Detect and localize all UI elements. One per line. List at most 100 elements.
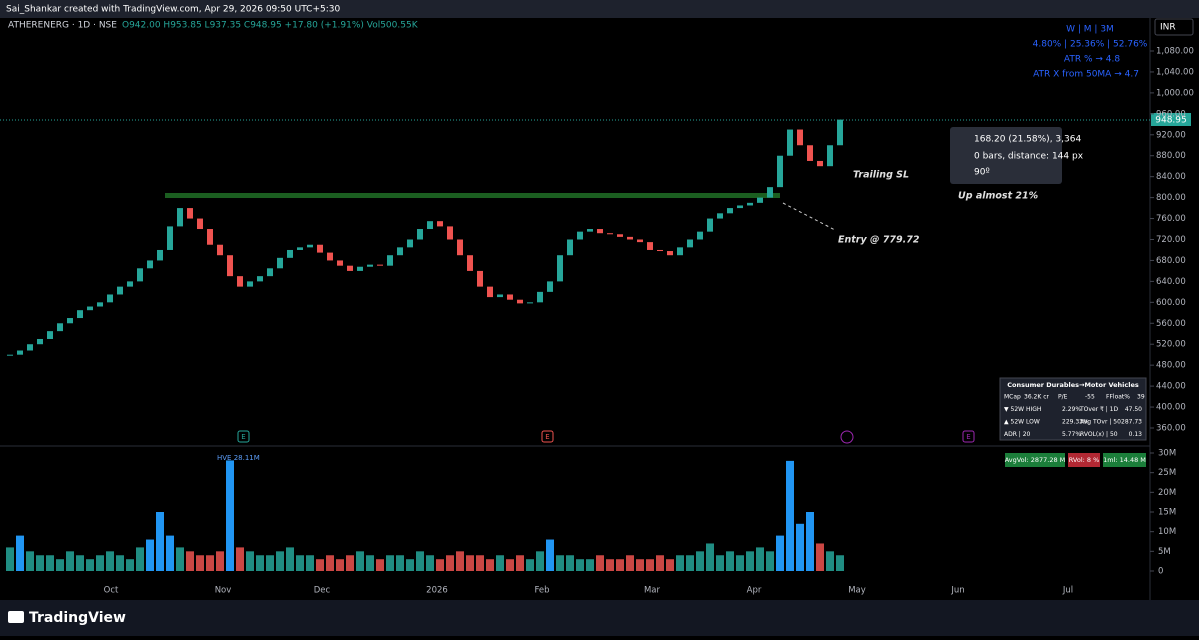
volume-bar [416, 551, 424, 571]
volume-bar [246, 551, 254, 571]
atr: ATR % → 4.8 [1064, 55, 1120, 65]
volume-bar [186, 551, 194, 571]
volume-bar [766, 551, 774, 571]
table-cell: 0.13 [1129, 431, 1143, 438]
candle [567, 239, 573, 256]
table-cell: FFloat% [1106, 394, 1130, 401]
volume-bar [446, 555, 454, 571]
volume-bar [566, 555, 574, 571]
volume-bar [636, 559, 644, 571]
volume-bar [66, 551, 74, 571]
volume-bar [86, 559, 94, 571]
volume-bar [536, 551, 544, 571]
volume-bar [736, 555, 744, 571]
candle [407, 239, 413, 248]
brand: TradingView [29, 610, 126, 626]
table-cell: 229.33% [1062, 419, 1089, 426]
volume-bar [586, 559, 594, 571]
candle [777, 155, 783, 188]
volume-bar [156, 512, 164, 571]
currency-box[interactable] [1154, 18, 1194, 36]
y-tick-label: 520.00 [1156, 340, 1186, 350]
y-tick-label: 920.00 [1156, 130, 1186, 140]
table-cell: 36.2K cr [1024, 394, 1050, 401]
x-tick-label: Feb [534, 586, 549, 596]
volume-bar [596, 555, 604, 571]
y-tick-label: 400.00 [1156, 403, 1186, 413]
fundamentals-title: Consumer Durables→Motor Vehicles [1007, 381, 1139, 389]
candle [357, 266, 363, 271]
candle [837, 119, 843, 146]
table-cell: -55 [1085, 394, 1095, 401]
volume-bar [306, 555, 314, 571]
volume-bar [346, 555, 354, 571]
event-icon[interactable] [962, 430, 975, 443]
candle [807, 145, 813, 161]
volume-bar [496, 555, 504, 571]
dividend-icon[interactable] [840, 430, 854, 444]
candle [757, 197, 763, 203]
x-tick-label: Mar [644, 586, 661, 596]
table-cell: ▼ 52W HIGH [1004, 406, 1041, 413]
badge-text: AvgVol: 2877.28 M [1005, 456, 1066, 464]
volume-bar [726, 551, 734, 571]
table-cell: 47.50 [1125, 406, 1142, 413]
event-icon[interactable] [541, 430, 554, 443]
candle [527, 302, 533, 304]
badge [1068, 453, 1100, 467]
volume-bar [196, 555, 204, 571]
volume-bar [96, 555, 104, 571]
v-tick-label: 10M [1158, 527, 1176, 537]
x-tick-label: Nov [215, 586, 232, 596]
y-tick-label: 560.00 [1156, 319, 1186, 329]
badge [1103, 453, 1146, 467]
candle [137, 268, 143, 282]
candle [67, 318, 73, 324]
candle [377, 264, 383, 266]
candle [747, 202, 753, 206]
candle [827, 145, 833, 167]
candle [547, 281, 553, 292]
volume-bar [756, 547, 764, 571]
volume-bar [56, 559, 64, 571]
volume-bar [476, 555, 484, 571]
volume-bar [6, 547, 14, 571]
volume-bar [136, 547, 144, 571]
volume-bar [546, 539, 554, 571]
footer [0, 600, 1199, 636]
candle [337, 260, 343, 266]
volume-bar [816, 543, 824, 571]
last-price: 948.95 [1155, 116, 1187, 126]
measure-2: 0 bars, distance: 144 px [974, 152, 1084, 162]
event-icon[interactable] [237, 430, 250, 443]
candle [487, 286, 493, 298]
y-tick-label: 1,000.00 [1156, 88, 1194, 98]
measure-3: 90º [974, 168, 990, 178]
volume-bar [576, 559, 584, 571]
candle [817, 160, 823, 167]
candle [397, 247, 403, 256]
volume-bar [236, 547, 244, 571]
measure-box [950, 127, 1062, 184]
volume-bar [776, 535, 784, 571]
candle [497, 294, 503, 298]
volume-bar [216, 551, 224, 571]
candle [177, 208, 183, 227]
candle [237, 276, 243, 287]
table-cell: MCap [1004, 394, 1021, 401]
volume-bar [686, 555, 694, 571]
volume-bar [146, 539, 154, 571]
candle [187, 208, 193, 219]
candle [97, 302, 103, 307]
volume-bar [276, 551, 284, 571]
entry-note: Entry @ 779.72 [838, 235, 920, 246]
candle [617, 234, 623, 237]
y-tick-label: 880.00 [1156, 151, 1186, 161]
candle [627, 236, 633, 240]
periods: W | M | 3M [1066, 25, 1114, 35]
event-label: E [966, 433, 970, 441]
volume-bar [526, 559, 534, 571]
volume-bar [366, 555, 374, 571]
last-price-tag [1151, 113, 1191, 126]
candle [117, 286, 123, 295]
